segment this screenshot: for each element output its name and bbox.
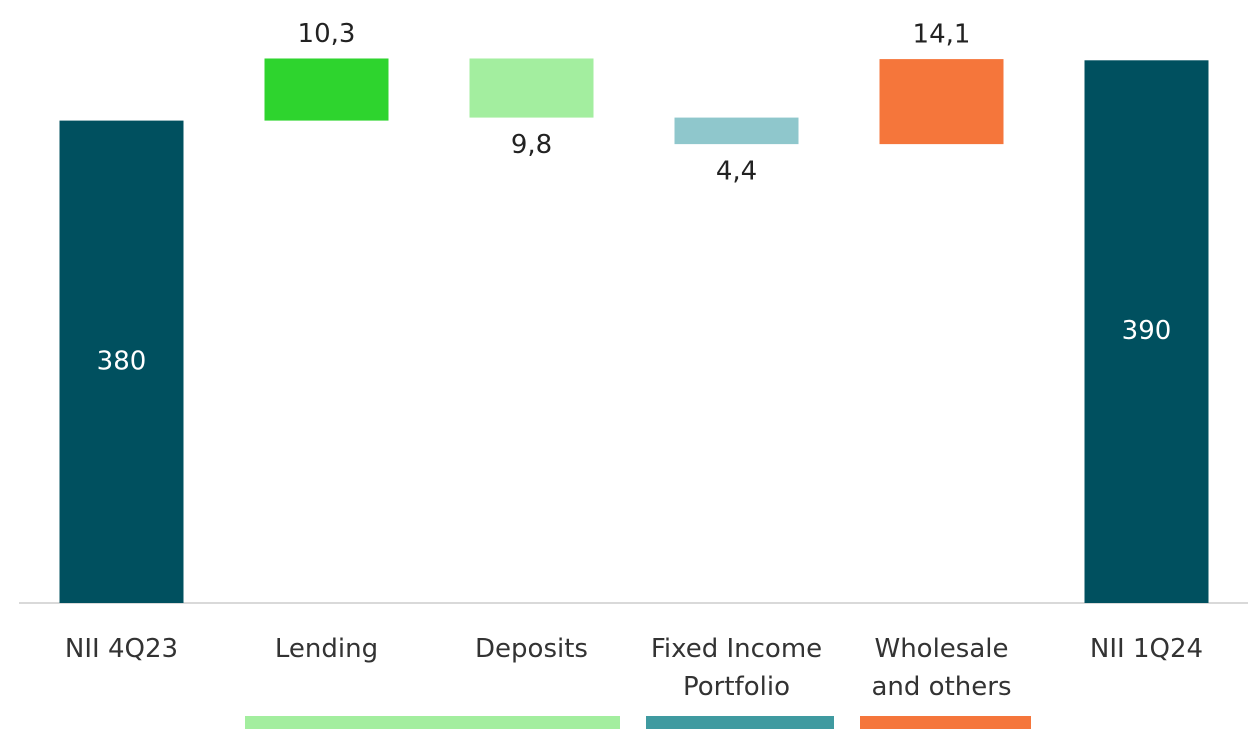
x-tick-label: Wholesale and others [871,634,1012,702]
group-bar [860,716,1031,729]
bar [264,58,389,121]
bar [1084,60,1209,604]
data-label: 390 [1122,316,1172,346]
x-tick-label: Fixed Income Portfolio [650,634,823,702]
data-label: 9,8 [511,130,552,160]
data-label: 380 [97,346,147,376]
bar [59,120,184,603]
bar [879,59,1004,145]
x-tick-label: NII 4Q23 [64,634,179,664]
x-tick-label: Deposits [475,634,588,664]
data-label: 10,3 [298,19,356,49]
x-tick-label: Lending [274,634,379,664]
group-bar [245,716,620,729]
x-tick-label: NII 1Q24 [1089,634,1204,664]
group-bar [646,716,834,729]
bar [469,58,594,118]
data-label: 4,4 [716,157,757,187]
bar [674,117,799,145]
data-label: 14,1 [913,20,971,50]
